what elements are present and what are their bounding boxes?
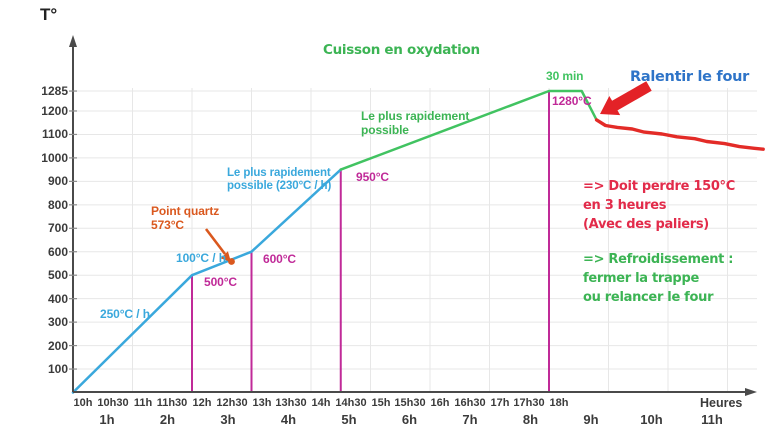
x-clock-label: 17h30 xyxy=(513,397,545,409)
y-tick-label: 900 xyxy=(47,174,68,188)
x-clock-label: 14h30 xyxy=(335,397,367,409)
y-tick-label: 400 xyxy=(47,292,68,306)
y-tick-label: 1285 xyxy=(41,84,68,98)
temperature-curves xyxy=(71,89,765,394)
x-elapsed-label: 5h xyxy=(341,412,357,427)
perdre-150-note: => Doit perdre 150°C en 3 heures (Avec d… xyxy=(583,179,735,232)
x-elapsed-label: 1h xyxy=(99,412,115,427)
curve-montee-rapide-vert xyxy=(339,89,598,171)
plateau-30min-label: 30 min xyxy=(546,69,584,83)
temp-1280-label: 1280°C xyxy=(552,94,592,108)
rate-230-label: Le plus rapidement possible (230°C / h) xyxy=(227,167,332,192)
temp-500-label: 500°C xyxy=(204,275,237,289)
curve-montee-initiale-bleu xyxy=(71,168,343,394)
y-tick-label: 300 xyxy=(47,315,68,329)
point-quartz-arrow-icon xyxy=(204,228,235,265)
x-elapsed-label: 10h xyxy=(640,412,663,427)
refroidissement-note: => Refroidissement : fermer la trappe ou… xyxy=(583,252,734,305)
x-elapsed-label: 4h xyxy=(280,412,297,427)
x-clock-label: 17h xyxy=(490,397,510,409)
x-clock-label: 18h xyxy=(549,397,569,409)
fastest-possible-label: Le plus rapidement possible xyxy=(361,109,470,137)
ralentir-le-four-note: Ralentir le four xyxy=(630,69,749,85)
y-tick-label: 1000 xyxy=(41,151,68,165)
x-clock-label: 10h xyxy=(73,397,93,409)
rate-100-label: 100°C / h xyxy=(176,251,226,265)
x-axis-arrow-icon xyxy=(745,388,757,396)
rate-250-label: 250°C / h xyxy=(100,307,150,321)
y-tick-label: 800 xyxy=(47,198,68,212)
y-axis-title: T° xyxy=(40,5,58,24)
x-elapsed-label: 2h xyxy=(159,412,176,427)
y-tick-label: 1100 xyxy=(41,127,68,141)
x-elapsed-label: 6h xyxy=(401,412,418,427)
y-tick-label: 1200 xyxy=(41,104,68,118)
x-clock-label: 13h xyxy=(252,397,272,409)
x-elapsed-label: 8h xyxy=(522,412,539,427)
chart-title: Cuisson en oxydation xyxy=(323,42,480,58)
x-clock-label: 15h xyxy=(371,397,391,409)
y-tick-label: 200 xyxy=(47,339,68,353)
x-clock-label: 10h30 xyxy=(97,397,129,409)
x-clock-label: 16h xyxy=(430,397,450,409)
y-tick-label: 600 xyxy=(47,245,68,259)
x-clock-label: 11h xyxy=(133,397,153,409)
x-clock-label: 12h xyxy=(192,397,212,409)
y-tick-label: 700 xyxy=(47,221,68,235)
temperature-marker-lines xyxy=(191,91,550,392)
x-clock-label: 11h30 xyxy=(156,397,188,409)
x-elapsed-label: 3h xyxy=(220,412,236,427)
x-clock-label: 16h30 xyxy=(454,397,486,409)
x-clock-label: 13h30 xyxy=(275,397,307,409)
temp-950-label: 950°C xyxy=(356,170,389,184)
y-tick-label: 500 xyxy=(47,268,68,282)
x-elapsed-label: 9h xyxy=(583,412,599,427)
point-quartz-label: Point quartz 573°C xyxy=(151,204,220,232)
ralentir-arrow-icon xyxy=(600,81,652,116)
axes xyxy=(69,35,757,396)
temp-600-label: 600°C xyxy=(263,252,296,266)
x-axis-title: Heures xyxy=(700,396,743,410)
y-tick-label: 100 xyxy=(47,362,68,376)
x-clock-label: 12h30 xyxy=(216,397,248,409)
y-axis-arrow-icon xyxy=(69,35,77,47)
x-elapsed-label: 7h xyxy=(462,412,478,427)
x-clock-label: 14h xyxy=(311,397,331,409)
x-elapsed-label: 11h xyxy=(701,412,723,427)
x-clock-label: 15h30 xyxy=(394,397,426,409)
curve-refroidissement-rouge xyxy=(594,118,765,151)
gridlines xyxy=(73,88,757,392)
